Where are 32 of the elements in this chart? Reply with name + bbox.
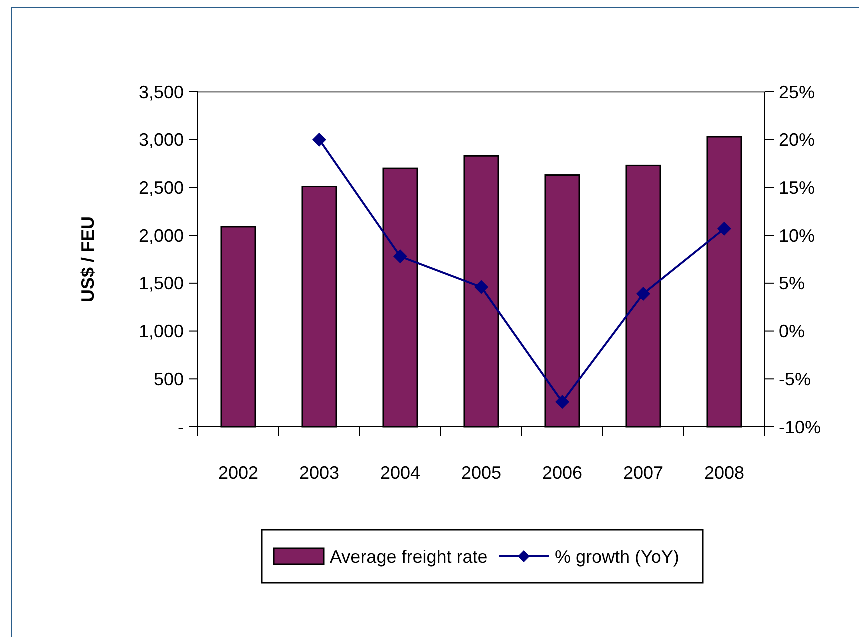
y-tick-label: 1,500 (138, 274, 184, 294)
point (474, 280, 488, 294)
y2-tick-label: -5% (779, 369, 812, 390)
legend-label: Average freight rate (330, 546, 488, 567)
point (718, 222, 732, 236)
x-tick-label: 2005 (461, 463, 502, 483)
y-tick-label: 1,000 (138, 322, 184, 342)
y2-tick-label: 10% (779, 226, 816, 246)
y-tick-label: - (178, 417, 184, 438)
y2-tick-label: 0% (779, 322, 806, 342)
x-tick-label: 2007 (623, 463, 664, 483)
y-tick-label: 3,500 (138, 82, 184, 102)
x-tick-label: 2008 (704, 463, 745, 483)
x-tick-label: 2003 (299, 463, 340, 483)
x-tick-label: 2006 (542, 463, 583, 483)
y2-tick-label: 20% (779, 130, 816, 150)
y2-tick-label: 15% (779, 178, 816, 198)
y-tick-label: 2,500 (138, 178, 184, 198)
y-tick-label: 500 (154, 369, 184, 390)
point (556, 395, 570, 410)
point (636, 286, 650, 301)
legend-label: % growth (YoY) (555, 546, 680, 567)
point (312, 132, 326, 147)
x-tick-label: 2002 (218, 463, 259, 483)
y-tick-label: 2,000 (138, 226, 184, 246)
x-tick-label: 2004 (380, 463, 421, 483)
y2-tick-label: 25% (779, 82, 816, 102)
y2-tick-label: -10% (779, 417, 822, 438)
y-axis-title: US$ / FEU (78, 216, 98, 303)
y2-tick-label: 5% (779, 274, 806, 294)
y-tick-label: 3,000 (138, 130, 184, 150)
point (394, 250, 408, 264)
